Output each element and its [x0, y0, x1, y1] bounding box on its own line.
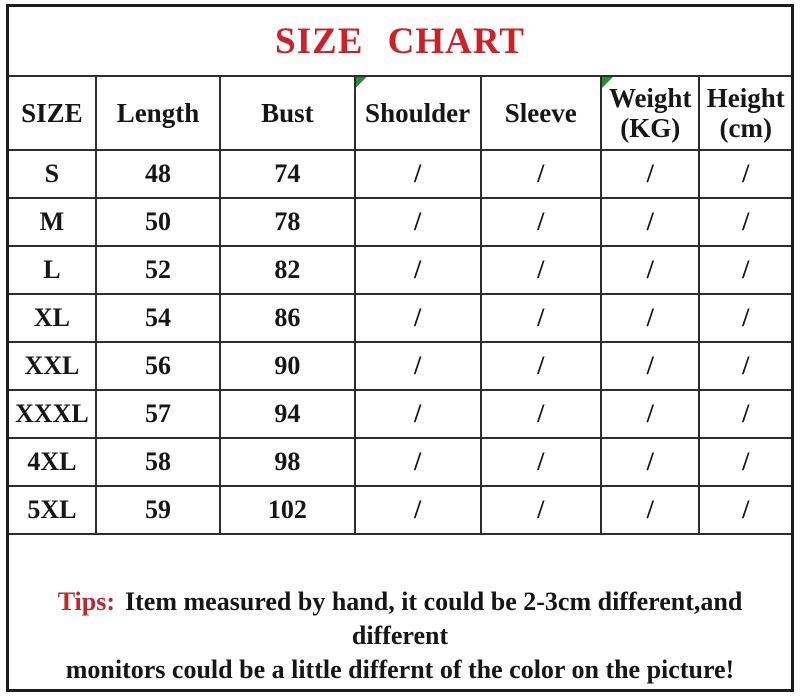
weight-cell: / [599, 293, 701, 343]
shoulder-cell: / [353, 197, 482, 247]
column-header-label: Height [706, 82, 785, 113]
height-cell: / [698, 341, 791, 391]
column-header-label: Shoulder [365, 97, 471, 128]
chart-frame: SIZE CHART SIZE Length Bust [6, 4, 794, 692]
length-cell: 56 [94, 341, 222, 391]
length-cell: 54 [94, 293, 222, 343]
length-cell: 57 [94, 389, 222, 439]
size-cell: L [9, 245, 97, 295]
size-cell: XXXL [9, 389, 97, 439]
height-cell: / [698, 149, 791, 199]
length-cell: 59 [94, 485, 222, 535]
height-cell: / [698, 245, 791, 295]
bust-cell: 82 [219, 245, 356, 295]
weight-cell: / [599, 245, 701, 295]
table-row: L 52 82 / / / / [9, 245, 791, 295]
title-row: SIZE CHART [9, 7, 791, 75]
weight-cell: / [599, 149, 701, 199]
weight-cell: / [599, 197, 701, 247]
sleeve-cell: / [479, 437, 602, 487]
column-header-size: SIZE [9, 75, 97, 151]
length-cell: 50 [94, 197, 222, 247]
size-cell: 4XL [9, 437, 97, 487]
size-cell: 5XL [9, 485, 97, 535]
shoulder-cell: / [353, 437, 482, 487]
shoulder-cell: / [353, 149, 482, 199]
size-cell: XXL [9, 341, 97, 391]
tips-note: Tips: Item measured by hand, it could be … [9, 535, 791, 687]
tips-line-1: Tips: Item measured by hand, it could be … [9, 585, 791, 653]
sleeve-cell: / [479, 245, 602, 295]
length-cell: 48 [94, 149, 222, 199]
tips-text: Item measured by hand, it could be 2-3cm… [125, 587, 743, 650]
column-header-height: Height (cm) [698, 75, 791, 151]
table-row: XXXL 57 94 / / / / [9, 389, 791, 439]
column-header-sublabel: (KG) [620, 113, 681, 143]
shoulder-cell: / [353, 485, 482, 535]
tips-label: Tips: [57, 587, 116, 616]
weight-cell: / [599, 389, 701, 439]
shoulder-cell: / [353, 245, 482, 295]
table-row: S 48 74 / / / / [9, 149, 791, 199]
bust-cell: 74 [219, 149, 356, 199]
column-header-sublabel: (cm) [719, 113, 772, 143]
sleeve-cell: / [479, 389, 602, 439]
size-cell: XL [9, 293, 97, 343]
sleeve-cell: / [479, 341, 602, 391]
bust-cell: 94 [219, 389, 356, 439]
shoulder-cell: / [353, 389, 482, 439]
table-row: M 50 78 / / / / [9, 197, 791, 247]
sleeve-cell: / [479, 197, 602, 247]
column-header-label: SIZE [21, 97, 83, 128]
bust-cell: 98 [219, 437, 356, 487]
size-cell: M [9, 197, 97, 247]
column-header-sleeve: Sleeve [479, 75, 602, 151]
bust-cell: 86 [219, 293, 356, 343]
header-row: SIZE Length Bust Shoulder Sleeve [9, 75, 791, 151]
sleeve-cell: / [479, 485, 602, 535]
bust-cell: 102 [219, 485, 356, 535]
sleeve-cell: / [479, 149, 602, 199]
column-header-length: Length [94, 75, 222, 151]
bust-cell: 90 [219, 341, 356, 391]
tips-line-2: monitors could be a little differnt of t… [65, 655, 735, 684]
weight-cell: / [599, 437, 701, 487]
column-header-label: Weight [608, 82, 692, 113]
height-cell: / [698, 485, 791, 535]
shoulder-cell: / [353, 341, 482, 391]
length-cell: 58 [94, 437, 222, 487]
table-row: XXL 56 90 / / / / [9, 341, 791, 391]
shoulder-cell: / [353, 293, 482, 343]
column-header-label: Length [116, 97, 200, 128]
column-header-bust: Bust [219, 75, 356, 151]
table-row: 5XL 59 102 / / / / [9, 485, 791, 535]
bust-cell: 78 [219, 197, 356, 247]
sleeve-cell: / [479, 293, 602, 343]
weight-cell: / [599, 485, 701, 535]
column-header-label: Bust [261, 97, 314, 128]
size-table: SIZE Length Bust Shoulder Sleeve [9, 75, 791, 535]
column-header-shoulder: Shoulder [353, 75, 482, 151]
length-cell: 52 [94, 245, 222, 295]
column-header-weight: Weight (KG) [599, 75, 701, 151]
table-row: 4XL 58 98 / / / / [9, 437, 791, 487]
height-cell: / [698, 293, 791, 343]
page-title: SIZE CHART [275, 20, 525, 62]
weight-cell: / [599, 341, 701, 391]
height-cell: / [698, 389, 791, 439]
size-cell: S [9, 149, 97, 199]
table-row: XL 54 86 / / / / [9, 293, 791, 343]
height-cell: / [698, 197, 791, 247]
green-corner-marker-icon [356, 78, 367, 88]
height-cell: / [698, 437, 791, 487]
column-header-label: Sleeve [504, 97, 577, 128]
